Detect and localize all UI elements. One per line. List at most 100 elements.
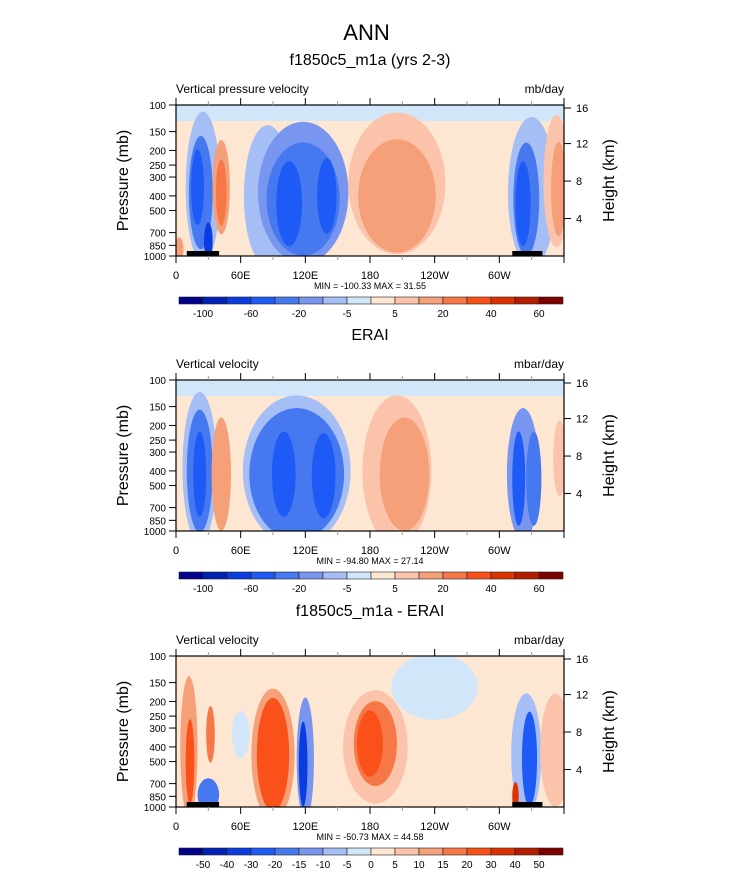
colorbar-label: 10: [413, 860, 425, 871]
colorbar-box: [250, 296, 276, 305]
y-tick-label: 150: [149, 403, 166, 414]
y-axis-label-right: Height (km): [601, 690, 618, 773]
y-tick-label: 100: [149, 376, 166, 387]
colorbar-label: -20: [268, 860, 283, 871]
colorbar: -100 -60 -20 -5 5 20 40 60: [178, 571, 564, 595]
colorbar-box: [370, 296, 396, 305]
colorbar-box: [346, 571, 372, 580]
contour-region: [215, 159, 227, 226]
min-max-stats: MIN = -100.33 MAX = 31.55: [314, 281, 426, 291]
colorbar-box: [178, 571, 204, 580]
x-tick-label: 60W: [488, 270, 511, 282]
colorbar-box: [418, 847, 444, 856]
colorbar-box: [298, 571, 324, 580]
contour-region: [311, 433, 336, 519]
field-band: [176, 105, 564, 121]
colorbar-label: -40: [220, 860, 235, 871]
colorbar-label: 30: [485, 860, 497, 871]
colorbar-label: -15: [292, 860, 307, 871]
colorbar-box: [370, 571, 396, 580]
colorbar-box: [394, 571, 420, 580]
y-tick-label: 300: [149, 448, 166, 459]
contour-region: [379, 417, 430, 531]
y-tick-label-right: 12: [576, 414, 588, 426]
y-tick-label: 300: [149, 724, 166, 735]
x-tick-label: 120E: [292, 270, 318, 282]
y-tick-label-right: 8: [576, 451, 582, 463]
colorbar-box: [370, 847, 396, 856]
contour-region: [526, 431, 542, 526]
y-tick-label-right: 12: [576, 139, 588, 151]
contour-region: [211, 417, 231, 531]
colorbar-label: -5: [343, 584, 352, 595]
colorbar-box: [466, 847, 492, 856]
colorbar-box: [226, 296, 252, 305]
colorbar-label: -20: [292, 584, 307, 595]
colorbar-box: [250, 571, 276, 580]
panel-3: f1850c5_m1a - ERAI Vertical velocity mbar/…: [115, 603, 618, 871]
colorbar-label: 50: [533, 860, 545, 871]
colorbar-box: [538, 571, 564, 580]
y-tick-label: 400: [149, 467, 166, 478]
panel-1: f1850c5_m1a (yrs 2-3) Vertical pressure v…: [115, 52, 618, 320]
y-axis-label: Pressure (mb): [115, 405, 132, 506]
contour-region: [206, 705, 215, 763]
topography-mask: [186, 802, 220, 807]
colorbar-label: -30: [244, 860, 259, 871]
x-tick-label: 120W: [420, 821, 449, 833]
panel-2: ERAI Vertical velocity mbar/day 0 60E 120E 180…: [115, 327, 618, 595]
colorbar-box: [490, 296, 516, 305]
contour-region: [540, 693, 564, 807]
colorbar-label: 20: [461, 860, 473, 871]
colorbar-label: 15: [437, 860, 449, 871]
colorbar-box: [490, 847, 516, 856]
y-tick-label: 1000: [144, 252, 167, 263]
colorbar-label: -100: [193, 309, 213, 320]
colorbar-box: [322, 847, 348, 856]
field-band: [176, 380, 564, 396]
y-tick-label: 100: [149, 101, 166, 112]
y-tick-label: 200: [149, 146, 166, 157]
x-tick-label: 120E: [292, 545, 318, 557]
panel-title: ERAI: [351, 327, 388, 344]
min-max-stats: MIN = -50.73 MAX = 44.58: [316, 832, 423, 842]
y-tick-label: 400: [149, 192, 166, 203]
colorbar-label: 60: [533, 584, 545, 595]
colorbar-box: [346, 296, 372, 305]
contour-region: [551, 141, 564, 237]
y-tick-label: 700: [149, 780, 166, 791]
colorbar: -50 -40 -30 -20 -15 -10 -5 0 5 10 15 20 30 40 50: [178, 847, 564, 871]
colorbar-box: [274, 571, 300, 580]
y-tick-label-right: 16: [576, 103, 588, 115]
left-string: Vertical pressure velocity: [176, 82, 309, 96]
units-label: mb/day: [525, 82, 564, 96]
colorbar-box: [322, 571, 348, 580]
panel-title: f1850c5_m1a - ERAI: [296, 603, 445, 620]
x-tick-label: 0: [173, 821, 179, 833]
colorbar-label: 40: [485, 309, 497, 320]
colorbar-label: -20: [292, 309, 307, 320]
units-label: mbar/day: [514, 633, 564, 647]
y-tick-label: 700: [149, 504, 166, 515]
contour-field: [176, 656, 564, 807]
colorbar-label: 0: [368, 860, 374, 871]
y-tick-label: 200: [149, 421, 166, 432]
colorbar-box: [466, 571, 492, 580]
colorbar-box: [178, 847, 204, 856]
contour-region: [521, 711, 538, 807]
x-tick-label: 180: [361, 821, 379, 833]
colorbar-label: 5: [392, 860, 398, 871]
colorbar: -100 -60 -20 -5 5 20 40 60: [178, 296, 564, 320]
colorbar-box: [250, 847, 276, 856]
contour-field: [176, 105, 564, 256]
contour-region: [358, 139, 436, 253]
contour-region: [232, 710, 250, 758]
y-tick-label: 250: [149, 161, 166, 172]
colorbar-box: [226, 571, 252, 580]
x-tick-label: 0: [173, 270, 179, 282]
topography-mask: [512, 251, 543, 256]
x-tick-label: 120W: [420, 270, 449, 282]
colorbar-box: [418, 571, 444, 580]
figure-title: ANN: [343, 20, 390, 45]
contour-region: [317, 158, 337, 234]
